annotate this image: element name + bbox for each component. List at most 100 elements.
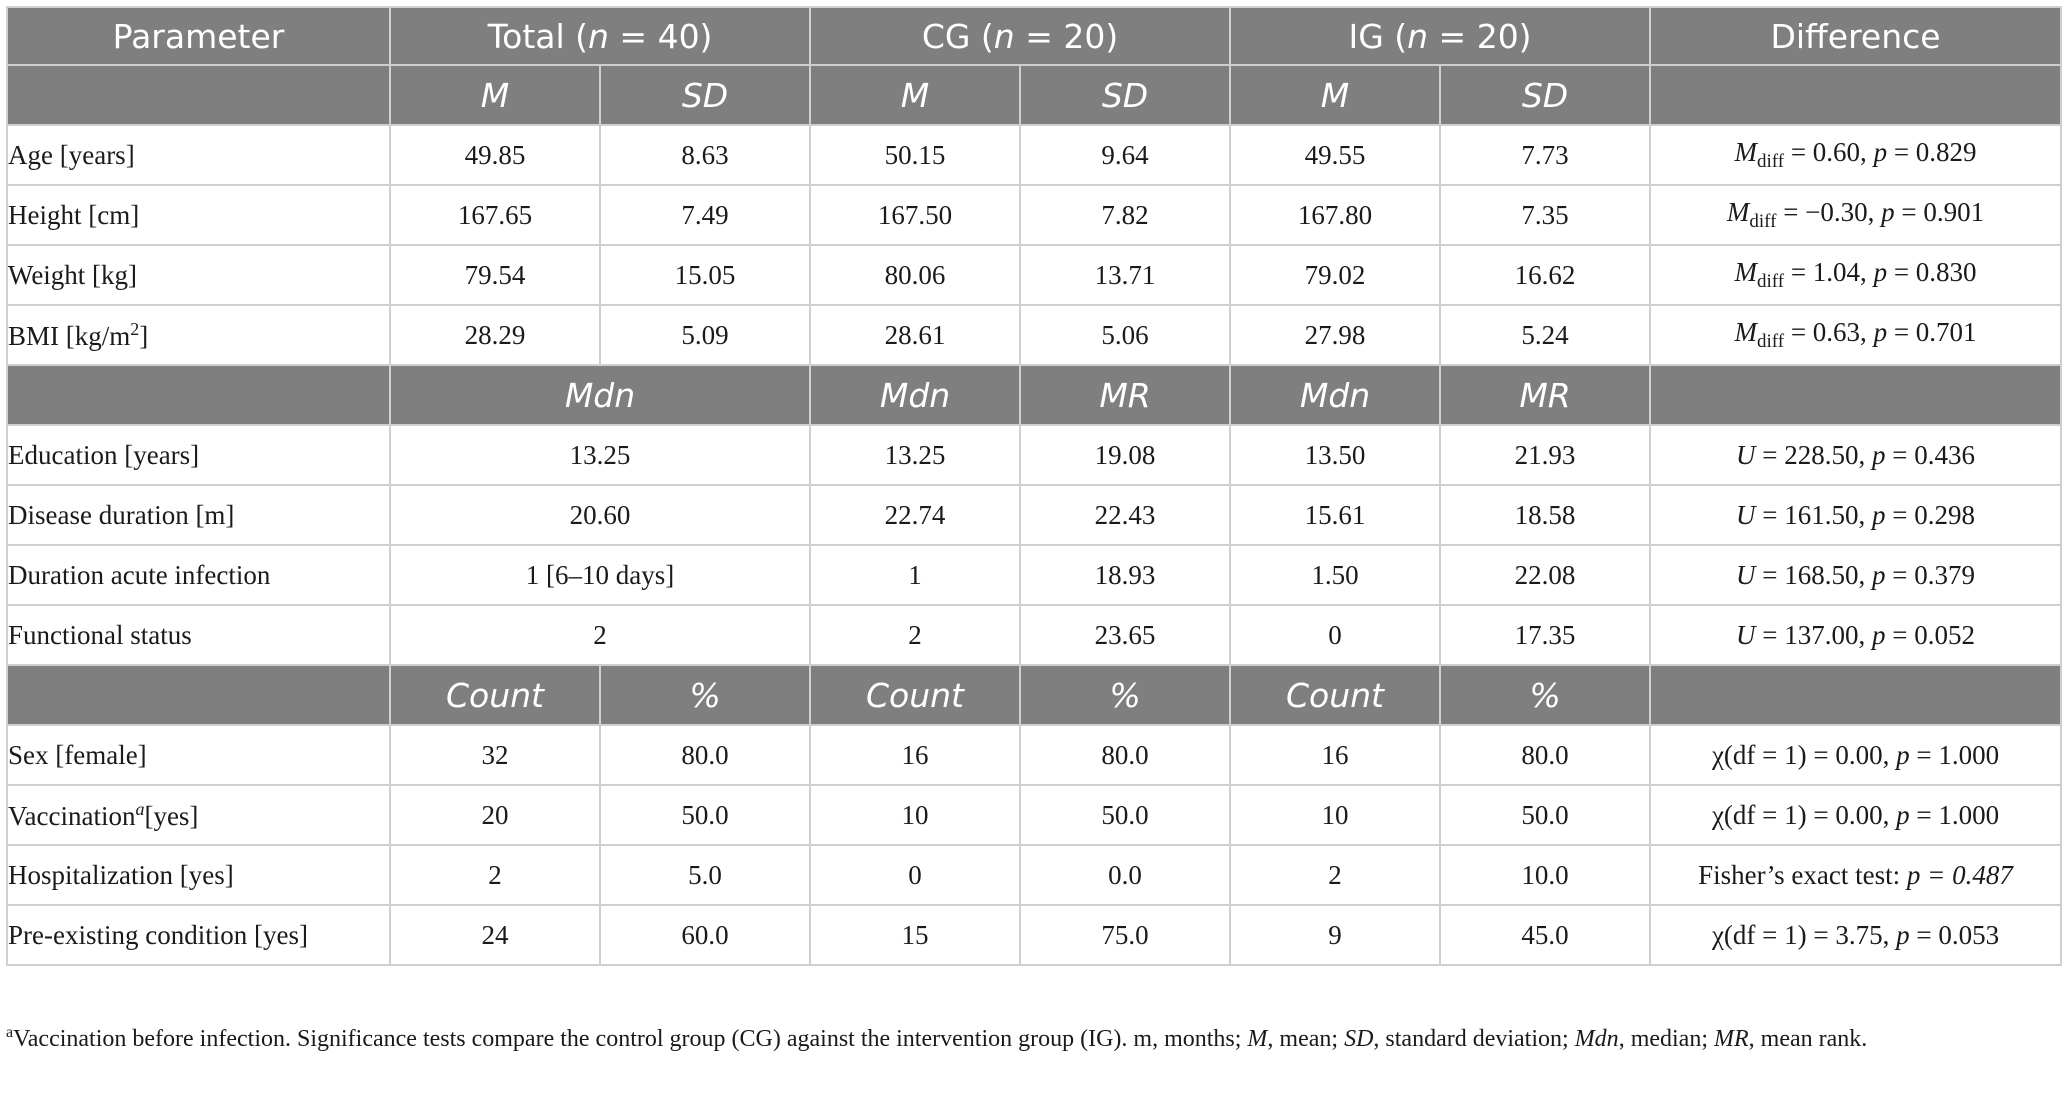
value-cell: 9 bbox=[1229, 904, 1442, 966]
value-cell: 32 bbox=[389, 724, 601, 786]
value-cell: 28.61 bbox=[809, 304, 1022, 366]
continuous-subheader-4: M bbox=[1229, 64, 1442, 126]
continuous-subheader-1: SD bbox=[598, 64, 812, 126]
row-label-superscript: a bbox=[135, 798, 145, 819]
value-cell: 9.64 bbox=[1019, 124, 1232, 186]
value-cell: 5.06 bbox=[1019, 304, 1232, 366]
value-cell: 2 bbox=[1229, 844, 1442, 906]
row-label-suffix: [yes] bbox=[144, 800, 199, 831]
ordinal-subheader-3: Mdn bbox=[1229, 364, 1442, 426]
continuous-subheader-blank bbox=[6, 64, 391, 126]
continuous-subheader-0: M bbox=[389, 64, 601, 126]
row-label-text: Sex [female] bbox=[8, 739, 147, 770]
table-row: Education [years] 13.25 13.25 19.08 13.50 21.… bbox=[6, 424, 2063, 486]
p-value: = 0.298 bbox=[1885, 499, 1975, 530]
value-cell: 7.73 bbox=[1439, 124, 1652, 186]
row-label-text: Vaccination bbox=[8, 800, 136, 831]
header-difference: Difference bbox=[1649, 6, 2063, 66]
value-cell: 79.02 bbox=[1229, 244, 1442, 306]
ordinal-subheader-blank bbox=[6, 364, 391, 426]
diff-value: = 0.63, bbox=[1784, 317, 1874, 347]
value-cell: 21.93 bbox=[1439, 424, 1652, 486]
baseline-characteristics-table: Parameter Total (n = 40) CG (n = 20) IG … bbox=[6, 6, 2063, 966]
row-label: Age [years] bbox=[6, 124, 391, 186]
p-value: = 1.000 bbox=[1909, 739, 2000, 770]
row-label: Disease duration [m] bbox=[6, 484, 391, 546]
table-row: Sex [female] 32 80.0 16 80.0 16 80.0 χ(df = 1) … bbox=[6, 724, 2063, 786]
categorical-subheader-0: Count bbox=[389, 664, 601, 726]
value-cell: 28.29 bbox=[389, 304, 601, 366]
row-label: Height [cm] bbox=[6, 184, 391, 246]
row-label-text: Age [years] bbox=[8, 139, 135, 170]
p-value: = 0.053 bbox=[1909, 919, 2000, 950]
value-cell: 50.0 bbox=[1439, 784, 1652, 846]
table-row: Age [years] 49.85 8.63 50.15 9.64 49.55 7.73 Md… bbox=[6, 124, 2063, 186]
diff-symbol: U bbox=[1736, 499, 1756, 530]
p-value: = 1.000 bbox=[1909, 799, 2000, 830]
categorical-subheader-blank bbox=[6, 664, 391, 726]
value-cell: 13.50 bbox=[1229, 424, 1442, 486]
value-cell: 60.0 bbox=[598, 904, 812, 966]
p-value: = 0.901 bbox=[1894, 197, 1985, 227]
categorical-subheader-2: Count bbox=[809, 664, 1022, 726]
value-cell: 49.55 bbox=[1229, 124, 1442, 186]
table-row: Duration acute infection 1 [6–10 days] 1 18… bbox=[6, 544, 2063, 606]
value-cell: 13.25 bbox=[388, 424, 812, 486]
header-row: Parameter Total (n = 40) CG (n = 20) IG … bbox=[6, 6, 2063, 66]
row-label-superscript: 2 bbox=[130, 318, 140, 339]
header-cg: CG (n = 20) bbox=[809, 6, 1232, 66]
row-label-text: Pre-existing condition [yes] bbox=[8, 919, 308, 950]
difference-cell: U = 137.00, p = 0.052 bbox=[1649, 604, 2063, 666]
diff-value: = 168.50, bbox=[1755, 559, 1873, 590]
value-cell: 50.0 bbox=[1019, 784, 1232, 846]
continuous-subheader-5: SD bbox=[1439, 64, 1652, 126]
table-footnote: aVaccination before infection. Significa… bbox=[6, 1024, 1868, 1052]
value-cell: 23.65 bbox=[1019, 604, 1232, 666]
diff-value: = 137.00, bbox=[1755, 619, 1873, 650]
categorical-subheader-3: % bbox=[1019, 664, 1232, 726]
row-label: Weight [kg] bbox=[6, 244, 391, 306]
row-label-text: Disease duration [m] bbox=[8, 499, 235, 530]
row-label-text: BMI [kg/m bbox=[8, 320, 131, 351]
value-cell: 80.06 bbox=[809, 244, 1022, 306]
value-cell: 17.35 bbox=[1439, 604, 1652, 666]
difference-cell: Mdiff = −0.30, p = 0.901 bbox=[1649, 184, 2063, 246]
value-cell: 5.24 bbox=[1439, 304, 1652, 366]
value-cell: 2 bbox=[809, 604, 1022, 666]
diff-test: χ(df = 1) = 0.00, bbox=[1711, 739, 1897, 770]
table-row: Weight [kg] 79.54 15.05 80.06 13.71 79.02 16.6… bbox=[6, 244, 2063, 306]
table-row: Pre-existing condition [yes] 24 60.0 15 75.0… bbox=[6, 904, 2063, 966]
ordinal-subheader-difference-blank bbox=[1649, 364, 2063, 426]
difference-cell: Mdiff = 0.63, p = 0.701 bbox=[1649, 304, 2063, 366]
header-total: Total (n = 40) bbox=[388, 6, 812, 66]
value-cell: 8.63 bbox=[598, 124, 812, 186]
row-label-text: Functional status bbox=[8, 619, 192, 650]
value-cell: 15.61 bbox=[1229, 484, 1442, 546]
value-cell: 2 bbox=[388, 604, 812, 666]
diff-subscript: diff bbox=[1756, 151, 1785, 172]
difference-cell: Mdiff = 1.04, p = 0.830 bbox=[1649, 244, 2063, 306]
value-cell: 80.0 bbox=[1019, 724, 1232, 786]
table-row: BMI [kg/m2] 28.29 5.09 28.61 5.06 27.98 5.24 Md… bbox=[6, 304, 2063, 366]
p-symbol: p bbox=[1872, 559, 1886, 590]
continuous-subheader-difference-blank bbox=[1649, 64, 2063, 126]
ordinal-subheader-4: MR bbox=[1439, 364, 1652, 426]
p-value: = 0.829 bbox=[1887, 137, 1977, 167]
row-label-suffix: ] bbox=[139, 320, 149, 351]
value-cell: 2 bbox=[389, 844, 601, 906]
diff-symbol: M bbox=[1734, 137, 1757, 167]
value-cell: 22.08 bbox=[1439, 544, 1652, 606]
ordinal-subheader-0: Mdn bbox=[388, 364, 812, 426]
value-cell: 0 bbox=[809, 844, 1022, 906]
value-cell: 18.93 bbox=[1019, 544, 1232, 606]
p-symbol: p bbox=[1872, 499, 1886, 530]
value-cell: 19.08 bbox=[1019, 424, 1232, 486]
difference-cell: χ(df = 1) = 0.00, p = 1.000 bbox=[1649, 724, 2063, 786]
value-cell: 15.05 bbox=[598, 244, 812, 306]
diff-symbol: M bbox=[1734, 317, 1757, 347]
row-label-text: Education [years] bbox=[8, 439, 200, 470]
diff-value: = 0.60, bbox=[1784, 137, 1874, 167]
diff-test: Fisher’s exact test: bbox=[1698, 859, 1907, 890]
p-value: = 0.701 bbox=[1887, 317, 1977, 347]
value-cell: 80.0 bbox=[598, 724, 812, 786]
